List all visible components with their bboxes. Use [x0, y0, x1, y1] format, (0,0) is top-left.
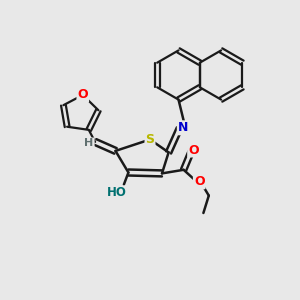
Text: O: O [188, 143, 199, 157]
Text: N: N [178, 121, 188, 134]
Text: O: O [77, 88, 88, 101]
Text: HO: HO [107, 186, 127, 200]
Text: H: H [85, 138, 94, 148]
Text: S: S [146, 133, 154, 146]
Text: O: O [194, 175, 205, 188]
